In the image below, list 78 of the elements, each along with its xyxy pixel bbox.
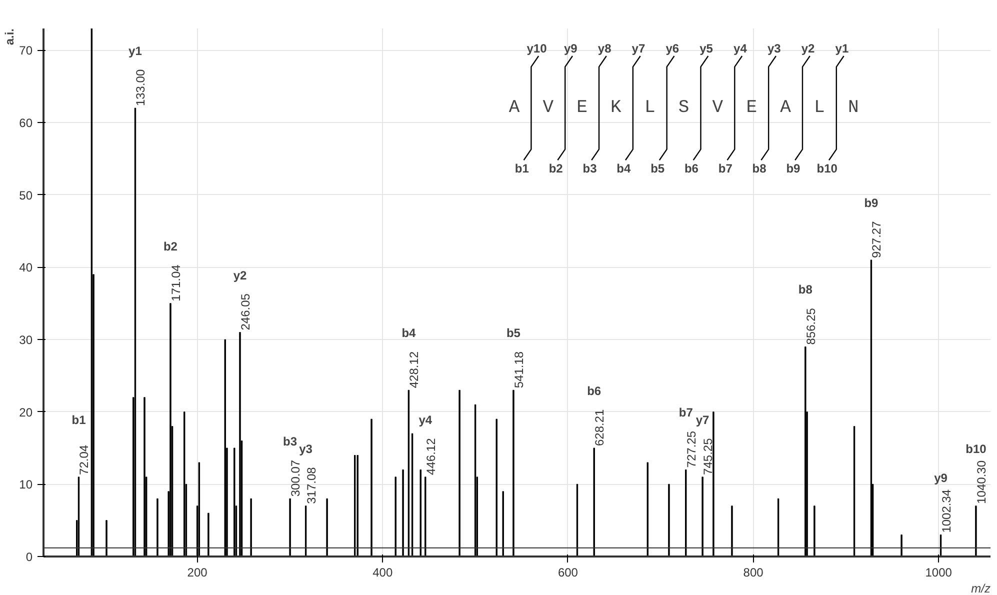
annotation: 927.27	[870, 220, 884, 258]
annotation: b5	[506, 326, 521, 340]
annotation: 1002.34	[939, 489, 954, 533]
annotation: V	[712, 98, 724, 118]
x-axis-title: m/z	[971, 582, 991, 595]
x-tick-label: 800	[743, 566, 764, 580]
annotation: 856.25	[804, 308, 818, 345]
annotation: y9	[934, 470, 948, 485]
x-tick-label: 400	[372, 566, 393, 580]
annotation: b7	[678, 406, 694, 420]
annotation: b4	[616, 162, 631, 176]
y-tick-label: 30	[19, 333, 33, 348]
annotation: y10	[526, 41, 548, 56]
annotation: 72.04	[77, 444, 92, 475]
y-tick-label: 40	[19, 260, 33, 275]
annotation: V	[542, 98, 554, 118]
annotation: L	[644, 98, 656, 118]
annotation: E	[746, 98, 758, 118]
annotation: y4	[734, 41, 748, 56]
annotation: y2	[233, 268, 247, 282]
annotation: b6	[587, 384, 602, 398]
annotation: A	[508, 98, 520, 118]
annotation: 133.00	[134, 69, 148, 106]
annotation: b8	[752, 162, 767, 176]
annotation: b5	[650, 162, 665, 176]
annotation: 300.07	[288, 460, 303, 497]
annotation: 541.18	[512, 351, 526, 388]
annotation: 317.08	[304, 466, 318, 504]
annotation: b3	[582, 162, 598, 176]
annotation: b3	[283, 434, 298, 449]
y-tick-label: 10	[19, 478, 33, 492]
annotation: b1	[514, 162, 530, 176]
annotation: 745.25	[701, 438, 716, 475]
annotation: 727.25	[684, 430, 698, 468]
annotation: y9	[564, 41, 578, 56]
annotation: b8	[798, 282, 813, 297]
x-tick-label: 600	[558, 566, 578, 580]
annotation: 446.12	[424, 438, 438, 475]
y-tick-label: 70	[19, 44, 33, 58]
y-tick-label: 0	[26, 550, 33, 564]
annotation: 171.04	[168, 264, 183, 302]
annotation: y7	[696, 412, 710, 427]
annotation: y1	[128, 44, 142, 58]
annotation: b9	[786, 162, 801, 176]
annotation: b1	[72, 412, 86, 427]
annotation: A	[780, 98, 792, 118]
annotation: y1	[835, 41, 849, 56]
annotation: b4	[402, 326, 416, 340]
annotation: E	[576, 98, 588, 118]
y-axis-title: a.i.	[2, 28, 16, 46]
annotation: L	[814, 98, 825, 118]
x-tick-label: 1000	[925, 566, 952, 580]
annotation: b10	[816, 162, 838, 176]
y-tick-label: 20	[19, 405, 33, 420]
annotation: y6	[666, 41, 680, 56]
annotation: y2	[801, 41, 816, 56]
annotation: b9	[864, 196, 879, 210]
annotation: S	[678, 98, 690, 118]
annotation: b2	[163, 239, 178, 254]
annotation: 628.21	[592, 408, 607, 446]
annotation: K	[610, 98, 622, 118]
annotation: y4	[418, 412, 432, 427]
annotation: y8	[598, 41, 612, 56]
annotation: y3	[767, 41, 782, 56]
annotation: y7	[632, 41, 646, 56]
annotation: 246.05	[238, 293, 252, 330]
annotation: b6	[684, 162, 699, 176]
y-tick-label: 60	[19, 116, 33, 130]
annotation: b7	[718, 162, 733, 176]
annotation: 1040.30	[974, 460, 988, 504]
annotation: 428.12	[407, 351, 422, 388]
y-tick-label: 50	[19, 188, 33, 202]
annotation: y3	[299, 442, 313, 456]
annotation: b10	[966, 442, 987, 456]
annotation: N	[848, 98, 859, 118]
annotation: b2	[548, 162, 564, 176]
x-tick-label: 200	[187, 566, 208, 580]
annotation: y5	[700, 41, 714, 56]
